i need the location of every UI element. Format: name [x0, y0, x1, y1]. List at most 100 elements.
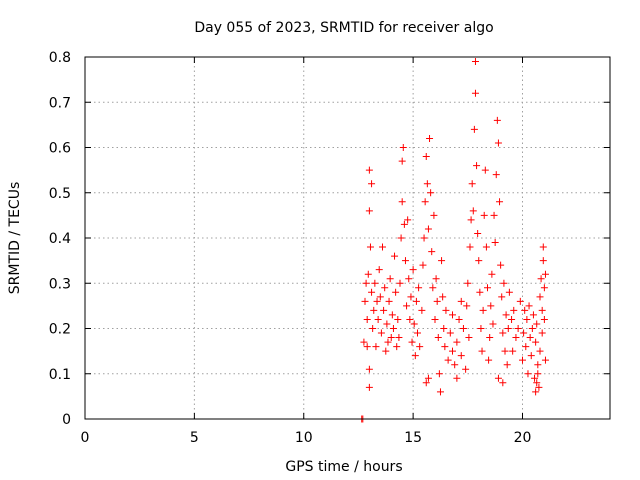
data-point	[399, 144, 407, 151]
data-point	[532, 338, 540, 346]
data-point	[424, 374, 432, 382]
data-point	[540, 284, 548, 292]
data-point	[410, 320, 418, 328]
data-point	[457, 297, 465, 305]
data-point	[486, 334, 494, 342]
data-point	[393, 343, 401, 351]
data-point	[521, 306, 529, 314]
data-point	[388, 311, 396, 319]
data-point	[484, 284, 491, 292]
data-point	[433, 297, 441, 305]
data-point	[411, 352, 419, 360]
data-point	[509, 347, 517, 355]
data-point	[500, 279, 508, 287]
data-point	[440, 325, 448, 332]
data-point	[360, 338, 368, 346]
y-tick-labels: 0 0.1 0.2 0.3 0.4 0.5 0.6 0.7 0.8	[49, 50, 71, 428]
data-point	[371, 279, 379, 287]
data-point	[453, 338, 461, 346]
x-tick-label: 0	[81, 430, 90, 446]
grid-lines	[85, 57, 610, 419]
data-point	[420, 234, 428, 242]
data-point	[449, 347, 456, 355]
data-point	[389, 325, 397, 332]
data-point	[534, 370, 542, 378]
data-point	[449, 311, 456, 319]
data-point	[368, 288, 376, 296]
data-point	[485, 356, 493, 364]
data-point	[492, 171, 500, 179]
data-point	[363, 315, 371, 323]
data-point	[424, 225, 432, 233]
data-point	[381, 284, 389, 292]
data-point	[361, 297, 369, 305]
y-axis-label: SRMTID / TECUs	[7, 182, 23, 295]
data-point	[475, 257, 483, 265]
data-point	[372, 343, 380, 351]
data-point	[520, 329, 528, 337]
data-point	[462, 365, 470, 373]
data-point	[471, 58, 479, 66]
data-point	[535, 383, 543, 391]
data-point	[480, 211, 488, 219]
data-point	[392, 288, 400, 296]
data-point	[532, 388, 540, 396]
data-point	[404, 216, 412, 224]
data-point	[365, 207, 373, 215]
data-point	[470, 125, 478, 133]
data-point	[423, 180, 431, 188]
data-point	[429, 284, 437, 292]
data-point	[426, 134, 434, 142]
data-point	[537, 275, 545, 283]
y-tick-label: 0	[62, 412, 71, 428]
data-point	[473, 162, 481, 170]
data-point	[502, 311, 510, 319]
y-tick-label: 0.3	[49, 276, 71, 292]
data-point	[362, 279, 370, 287]
data-point	[493, 116, 501, 124]
data-point	[476, 288, 484, 296]
data-point	[377, 329, 385, 337]
data-point	[385, 297, 393, 305]
data-point	[488, 270, 496, 278]
data-point	[442, 306, 450, 314]
data-point	[494, 374, 502, 382]
data-point	[435, 370, 443, 378]
data-point	[379, 243, 386, 251]
data-point	[364, 270, 372, 278]
data-point	[529, 311, 537, 319]
y-tick-label: 0.7	[49, 95, 71, 111]
data-point	[538, 306, 546, 314]
x-axis-label: GPS time / hours	[285, 459, 402, 475]
data-point	[421, 198, 429, 206]
data-point	[432, 275, 440, 283]
data-point	[477, 325, 485, 332]
data-point	[436, 388, 444, 396]
data-point	[528, 325, 536, 332]
data-point	[474, 229, 482, 237]
data-point	[422, 379, 430, 387]
data-point	[363, 343, 371, 351]
data-point	[391, 252, 399, 260]
data-point	[412, 297, 420, 305]
data-point	[504, 325, 512, 332]
data-point	[519, 356, 526, 364]
data-point	[398, 157, 406, 165]
data-point	[406, 315, 414, 323]
data-point	[368, 180, 376, 188]
data-point	[538, 329, 546, 337]
data-point	[416, 343, 424, 351]
data-point	[469, 207, 477, 215]
data-point	[522, 343, 530, 351]
data-point	[427, 189, 435, 197]
y-tick-label: 0.1	[49, 367, 71, 383]
data-point	[512, 334, 520, 342]
x-tick-label: 10	[295, 430, 313, 446]
data-point	[403, 302, 411, 310]
data-point	[428, 248, 436, 256]
data-point	[499, 329, 507, 337]
data-point	[408, 338, 416, 346]
data-point	[525, 302, 533, 310]
data-point	[468, 180, 476, 188]
data-point	[396, 279, 404, 287]
